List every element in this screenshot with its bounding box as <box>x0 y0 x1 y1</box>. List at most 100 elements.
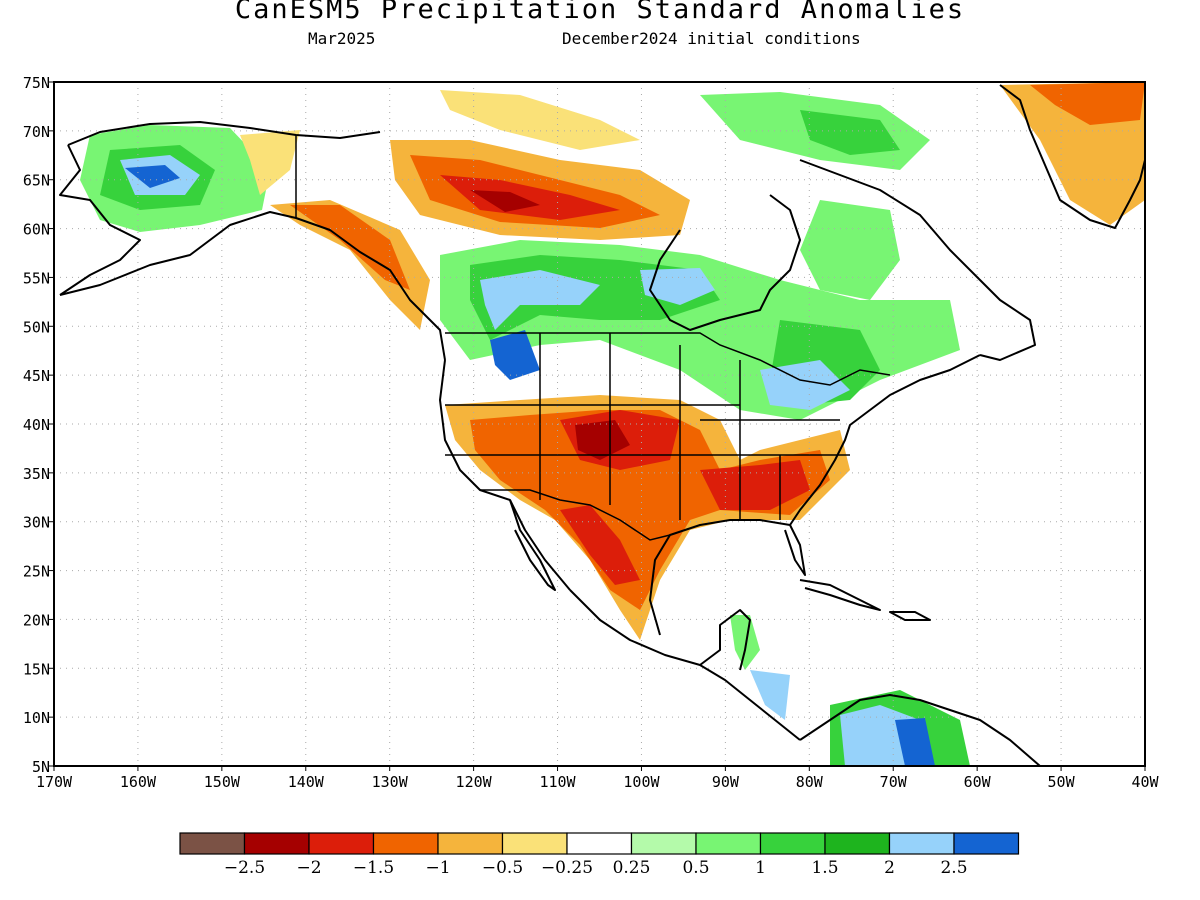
colorbar-tick-label: −2.5 <box>224 858 265 878</box>
pacific-nw-wet <box>490 330 540 380</box>
lat-tick-label: 20N <box>23 611 50 629</box>
lon-tick-label: 140W <box>288 773 325 791</box>
lat-tick-label: 50N <box>23 318 50 336</box>
lat-tick-label: 25N <box>23 563 50 581</box>
colorbar-tick-label: −1.5 <box>353 858 394 878</box>
colorbar-labels: −2.5 −2 −1.5 −1 −0.5 −0.25 0.25 0.5 1 1.5 2 2.5 <box>224 858 968 878</box>
lat-tick-label: 40N <box>23 416 50 434</box>
axis-ticks <box>49 81 1146 771</box>
greenland-coast <box>999 84 1145 229</box>
map-title: CanESM5 Precipitation Standard Anomalies <box>234 0 966 25</box>
coastal-bc-dry <box>290 205 410 290</box>
colorbar-tick-label: 2 <box>884 858 895 878</box>
lon-tick-label: 100W <box>623 773 660 791</box>
us-mexico-border <box>480 489 671 541</box>
longitude-labels: 170W 160W 150W 140W 130W 120W 110W 100W 90W 80W 70… <box>36 773 1160 791</box>
colorbar <box>179 832 1020 855</box>
colorbar-swatch <box>372 832 439 855</box>
coastlines <box>59 84 1145 766</box>
lon-tick-label: 50W <box>1048 773 1076 791</box>
state-lines <box>445 333 850 520</box>
lat-tick-label: 35N <box>23 465 50 483</box>
lat-tick-label: 70N <box>23 123 50 141</box>
alaska-extreme-wet <box>125 165 180 188</box>
initial-conditions: December2024 initial conditions <box>562 29 861 48</box>
colorbar-tick-label: 1.5 <box>811 858 838 878</box>
political-borders <box>295 135 891 541</box>
lon-tick-label: 40W <box>1131 773 1159 791</box>
colorbar-swatch <box>824 832 891 855</box>
cuba-coast <box>799 579 881 611</box>
greenland-very-dry <box>1030 82 1145 125</box>
lon-tick-label: 150W <box>204 773 241 791</box>
southeast-extreme-dry <box>700 460 810 510</box>
colorbar-swatch <box>437 832 504 855</box>
colorbar-swatch <box>501 832 568 855</box>
hudson-east-wet <box>800 200 900 300</box>
labrador-coast <box>799 159 1036 361</box>
colorbar-swatch <box>630 832 697 855</box>
colorbar-swatch <box>308 832 375 855</box>
lon-tick-label: 80W <box>796 773 824 791</box>
lat-tick-label: 30N <box>23 514 50 532</box>
lon-tick-label: 60W <box>964 773 992 791</box>
hudson-bay-coast <box>649 194 801 331</box>
south-america-coast <box>799 694 1041 766</box>
colorbar-tick-label: −1 <box>425 858 450 878</box>
central-america-wet <box>730 615 760 670</box>
forecast-month: Mar2025 <box>308 29 376 48</box>
arctic-wet-core <box>800 110 900 155</box>
colorbar-tick-label: 1 <box>755 858 766 878</box>
lat-tick-label: 65N <box>23 172 50 190</box>
alaska-bering-coast <box>59 144 141 296</box>
colorbar-tick-label: −2 <box>296 858 321 878</box>
lat-tick-label: 75N <box>23 74 50 92</box>
map-gridlines <box>54 82 1145 766</box>
colorbar-tick-label: 2.5 <box>940 858 967 878</box>
yukon-dry <box>240 130 300 195</box>
baja-coast <box>509 499 556 591</box>
mexico-extreme-dry <box>560 505 640 585</box>
colorbar-swatch <box>888 832 955 855</box>
lon-tick-label: 90W <box>712 773 740 791</box>
lon-tick-label: 160W <box>120 773 157 791</box>
colorbar-tick-label: 0.25 <box>613 858 651 878</box>
gulf-coast <box>649 519 806 636</box>
colorbar-tick-label: −0.5 <box>482 858 523 878</box>
arctic-dry <box>440 90 640 150</box>
lon-tick-label: 70W <box>880 773 908 791</box>
hispaniola-coast <box>889 611 931 621</box>
southern-plains-darkest-dry <box>575 420 630 460</box>
great-lakes-wet <box>760 360 850 410</box>
colorbar-swatch <box>953 832 1020 855</box>
latitude-labels: 5N 10N 15N 20N 25N 30N 35N 40N 45N 50N 55N 60N 65N 70… <box>23 74 50 776</box>
lon-tick-label: 110W <box>539 773 576 791</box>
lat-tick-label: 60N <box>23 221 50 239</box>
alaska-west-coast <box>67 121 381 146</box>
lat-tick-label: 45N <box>23 367 50 385</box>
lon-tick-label: 130W <box>372 773 409 791</box>
lon-tick-label: 120W <box>456 773 493 791</box>
lat-tick-label: 15N <box>23 660 50 678</box>
colorbar-tick-label: −0.25 <box>541 858 593 878</box>
east-coast-us <box>789 354 981 526</box>
lat-tick-label: 55N <box>23 269 50 287</box>
lat-tick-label: 5N <box>32 758 50 776</box>
nwt-extreme-dry <box>440 175 620 220</box>
panama-wet <box>750 670 790 720</box>
colorbar-swatch <box>695 832 762 855</box>
colorbar-swatch <box>179 832 246 855</box>
south-america-extreme-wet <box>895 718 935 766</box>
nwt-darkest-dry <box>470 190 540 212</box>
colorbar-tick-label: 0.5 <box>682 858 709 878</box>
sw-very-dry <box>470 410 830 610</box>
lat-tick-label: 10N <box>23 709 50 727</box>
yucatan-coast <box>699 609 751 671</box>
lon-tick-label: 170W <box>36 773 73 791</box>
us-canada-border <box>445 332 891 386</box>
colorbar-swatch <box>243 832 310 855</box>
colorbar-swatch <box>759 832 826 855</box>
colorbar-swatch <box>566 832 633 855</box>
canada-very-wet <box>480 270 600 330</box>
